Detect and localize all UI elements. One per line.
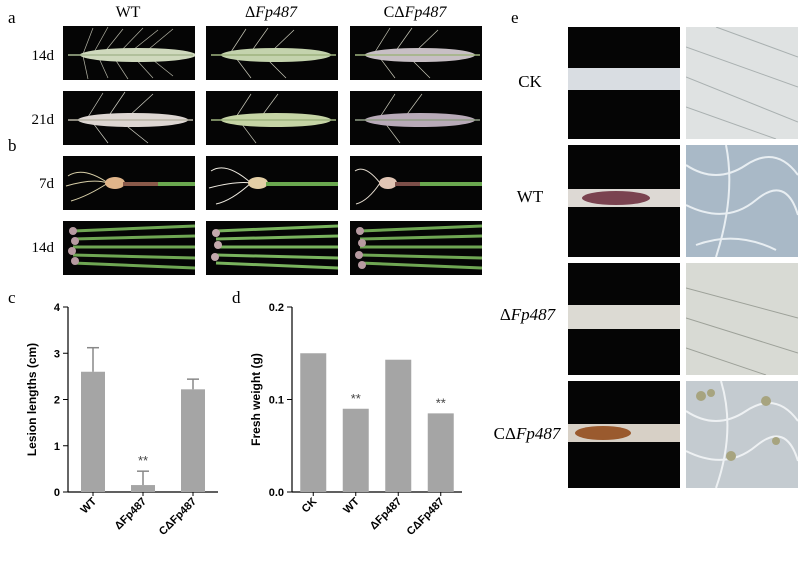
weight-x-tick-label: WT bbox=[341, 495, 362, 516]
wheat-spike-image bbox=[211, 93, 336, 144]
micrograph-image bbox=[686, 27, 798, 139]
photo-seedling-wt-7d bbox=[63, 156, 195, 210]
micrograph-image bbox=[686, 381, 798, 488]
lesion-y-axis-label: Lesion lengths (cm) bbox=[25, 343, 39, 456]
micrograph-image bbox=[686, 145, 798, 257]
lesion-y-tick-label: 2 bbox=[54, 395, 60, 407]
panel-label-a: a bbox=[8, 8, 16, 27]
photo-seedling-wt-14d bbox=[63, 221, 195, 275]
leaf-image-ck bbox=[568, 27, 680, 139]
leaf-image bbox=[568, 189, 680, 207]
e-row-label-mutant: ΔFp487 bbox=[490, 305, 565, 325]
mutant-name: Fp487 bbox=[255, 4, 298, 21]
wheat-spike-image bbox=[211, 27, 336, 79]
leaf-image-wt bbox=[568, 145, 680, 257]
photo-spike-wt-21d bbox=[63, 91, 195, 145]
row-label-a-21d: 21d bbox=[31, 112, 55, 128]
wheat-spike-image bbox=[355, 27, 480, 79]
lesion-y-tick-label: 3 bbox=[54, 348, 60, 360]
photo-seedling-complement-7d bbox=[350, 156, 482, 210]
weight-bar bbox=[427, 413, 454, 492]
leaf-image-complement bbox=[568, 381, 680, 488]
lesion-y-tick-label: 1 bbox=[54, 441, 60, 453]
wheat-spike-image bbox=[68, 91, 193, 144]
row-label-b-7d: 7d bbox=[39, 176, 54, 192]
weight-y-tick-label: 0.2 bbox=[269, 302, 284, 314]
leaf-image-mutant bbox=[568, 263, 680, 375]
e-complement-prefix: CΔ bbox=[493, 424, 516, 443]
lesion-significance-label: ** bbox=[138, 453, 148, 468]
photo-seedling-mutant-14d bbox=[206, 221, 338, 275]
weight-x-tick-label: ΔFp487 bbox=[368, 496, 405, 533]
weight-y-tick-label: 0.1 bbox=[269, 395, 284, 407]
micrograph-image bbox=[686, 287, 798, 375]
photo-spike-complement-21d bbox=[350, 91, 482, 145]
seedling-image bbox=[65, 171, 195, 202]
panel-label-b: b bbox=[8, 136, 17, 155]
micrograph-ck bbox=[686, 27, 798, 139]
panel-label-d: d bbox=[232, 288, 241, 307]
wheat-spike-image bbox=[355, 93, 480, 144]
lesion-y-tick-label: 4 bbox=[54, 302, 61, 314]
e-row-label-complement: CΔFp487 bbox=[486, 424, 568, 444]
column-header-mutant: ΔFp487 bbox=[206, 4, 336, 22]
weight-y-tick-label: 0.0 bbox=[269, 487, 284, 499]
leaf-image bbox=[568, 305, 680, 329]
weight-significance-label: ** bbox=[351, 391, 361, 406]
mutant-prefix: Δ bbox=[244, 4, 256, 21]
weight-x-tick-label: CΔFp487 bbox=[405, 496, 447, 538]
complement-prefix: CΔ bbox=[383, 4, 405, 21]
weight-y-axis-label: Fresh weight (g) bbox=[249, 353, 263, 446]
e-complement-name: Fp487 bbox=[515, 424, 561, 443]
weight-x-tick-label: CK bbox=[300, 496, 320, 516]
weight-significance-label: ** bbox=[436, 395, 446, 410]
seedlings-image bbox=[68, 224, 195, 270]
weight-bar bbox=[300, 353, 327, 492]
photo-spike-mutant-14d bbox=[206, 26, 338, 80]
seedlings-image bbox=[355, 224, 482, 270]
photo-spike-wt-14d bbox=[63, 26, 195, 80]
micrograph-mutant bbox=[686, 263, 798, 375]
seedling-image bbox=[208, 167, 338, 205]
row-label-b-14d: 14d bbox=[31, 240, 55, 256]
micrograph-wt bbox=[686, 145, 798, 257]
lesion-x-tick-label: ΔFp487 bbox=[113, 496, 150, 533]
e-row-label-wt: WT bbox=[516, 187, 544, 206]
lesion-x-tick-label: CΔFp487 bbox=[157, 496, 199, 538]
lesion-bar bbox=[181, 389, 205, 492]
e-mutant-prefix: Δ bbox=[499, 305, 511, 324]
wheat-spike-image bbox=[68, 26, 195, 80]
weight-bar bbox=[385, 359, 412, 492]
lesion-bar bbox=[131, 485, 155, 492]
column-header-wt: WT bbox=[115, 4, 141, 21]
photo-spike-complement-14d bbox=[350, 26, 482, 80]
seedlings-image bbox=[211, 224, 338, 270]
fresh-weight-chart: 0.0 0.1 0.2 Fresh weight (g) CK ** WT ΔFp487 ** C… bbox=[249, 302, 462, 538]
e-mutant-name: Fp487 bbox=[510, 305, 556, 324]
weight-bar bbox=[342, 408, 369, 492]
photo-seedling-complement-14d bbox=[350, 221, 482, 275]
complement-name: Fp487 bbox=[404, 4, 447, 21]
lesion-y-tick-label: 0 bbox=[54, 487, 60, 499]
column-header-complement: CΔFp487 bbox=[350, 4, 480, 22]
leaf-image bbox=[568, 68, 680, 90]
seedling-image bbox=[354, 168, 482, 205]
e-row-label-ck: CK bbox=[518, 72, 542, 91]
row-label-a-14d: 14d bbox=[31, 48, 55, 64]
lesion-bar bbox=[81, 371, 105, 492]
lesion-length-chart: 0 1 2 3 4 Lesion lengths (cm) WT ** ΔFp487 CΔFp48… bbox=[25, 302, 218, 538]
lesion-x-tick-label: WT bbox=[79, 495, 100, 516]
micrograph-complement bbox=[686, 381, 798, 488]
panel-label-e: e bbox=[511, 8, 519, 27]
leaf-image bbox=[568, 424, 680, 442]
panel-label-c: c bbox=[8, 288, 16, 307]
photo-spike-mutant-21d bbox=[206, 91, 338, 145]
photo-seedling-mutant-7d bbox=[206, 156, 338, 210]
